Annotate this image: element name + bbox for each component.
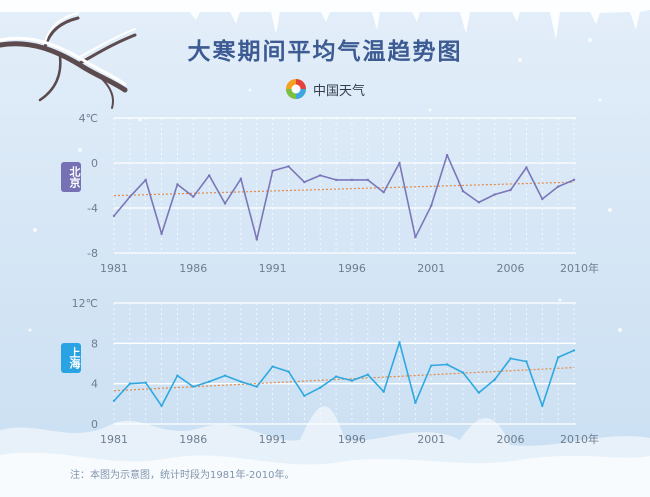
x-tick-label: 1986 [179, 433, 207, 446]
y-tick-label: 4 [91, 378, 98, 391]
data-point-beijing [414, 236, 417, 239]
data-point-beijing [128, 195, 132, 198]
logo-text: 中国天气 [312, 83, 365, 99]
data-point-beijing [572, 178, 576, 182]
footnote: 注：本图为示意图，统计时段为1981年-2010年。 [70, 470, 295, 481]
trend-line-shanghai [113, 366, 575, 392]
data-point-beijing [144, 178, 147, 182]
data-point-shanghai [525, 360, 528, 363]
data-point-shanghai [572, 349, 576, 352]
data-point-shanghai [509, 357, 512, 360]
data-point-shanghai [556, 356, 560, 359]
city-label-beijing: 北京 [61, 162, 81, 192]
x-tick-label: 2001 [417, 433, 445, 446]
x-tick-label: 2010年 [560, 261, 599, 275]
page-title: 大寒期间平均气温趋势图 [187, 39, 463, 65]
y-tick-label: -4 [87, 202, 98, 215]
data-point-shanghai [334, 375, 338, 378]
data-point-shanghai [541, 404, 544, 408]
y-tick-label: 0 [91, 157, 98, 170]
data-point-shanghai [144, 381, 147, 384]
data-point-shanghai [287, 370, 290, 373]
data-point-beijing [541, 197, 544, 201]
data-point-beijing [112, 214, 116, 218]
data-point-shanghai [192, 385, 195, 388]
data-point-beijing [207, 174, 211, 177]
data-point-shanghai [493, 378, 496, 381]
x-tick-label: 1996 [338, 433, 366, 446]
data-point-shanghai [477, 391, 481, 394]
data-point-shanghai [366, 373, 369, 376]
data-point-beijing [223, 202, 227, 205]
data-point-shanghai [223, 374, 227, 377]
x-tick-label: 2006 [497, 262, 525, 275]
data-point-beijing [160, 232, 163, 236]
data-point-shanghai [128, 382, 132, 385]
y-tick-label: 0 [91, 418, 98, 431]
data-point-shanghai [350, 379, 354, 382]
series-line-beijing [113, 154, 575, 241]
y-tick-label: -8 [87, 247, 98, 260]
data-point-beijing [445, 153, 449, 157]
brand-logo: 中国天气 [0, 78, 650, 104]
tree-branch-decoration [0, 12, 137, 109]
x-tick-label: 1986 [179, 262, 207, 275]
trend-line-beijing [113, 181, 575, 197]
data-point-shanghai [430, 364, 433, 367]
data-point-beijing [430, 204, 433, 207]
x-tick-label: 1996 [338, 262, 366, 275]
series-line-shanghai [113, 341, 575, 407]
x-tick-label: 1981 [100, 262, 128, 275]
data-point-beijing [334, 178, 338, 182]
data-point-beijing [176, 183, 179, 186]
data-point-shanghai [239, 380, 243, 383]
data-point-beijing [525, 166, 528, 169]
data-point-shanghai [398, 341, 401, 344]
x-tick-label: 1991 [259, 433, 287, 446]
x-tick-label: 2001 [417, 262, 445, 275]
data-point-beijing [303, 180, 306, 184]
data-point-beijing [239, 177, 243, 180]
data-point-beijing [461, 189, 465, 193]
y-tick-label: 8 [91, 337, 98, 350]
data-point-beijing [556, 185, 560, 188]
data-point-shanghai [271, 365, 274, 368]
weather-logo-icon [285, 79, 306, 99]
data-point-beijing [398, 161, 401, 165]
data-point-shanghai [112, 399, 116, 403]
data-point-beijing [382, 191, 385, 194]
data-point-shanghai [461, 371, 465, 374]
y-tick-label: 12℃ [72, 297, 98, 310]
data-point-beijing [192, 195, 195, 198]
data-point-shanghai [255, 385, 258, 388]
data-point-shanghai [445, 363, 449, 366]
data-point-shanghai [382, 390, 385, 393]
x-tick-label: 1991 [259, 262, 287, 275]
data-point-beijing [319, 174, 322, 177]
data-point-beijing [287, 165, 290, 168]
data-point-shanghai [207, 380, 211, 383]
data-point-beijing [271, 169, 274, 173]
data-point-shanghai [303, 394, 306, 397]
x-tick-label: 2006 [497, 433, 525, 446]
data-point-shanghai [319, 386, 322, 389]
data-point-beijing [366, 178, 369, 182]
city-label-shanghai: 上海 [61, 343, 81, 373]
data-point-shanghai [414, 401, 417, 405]
y-tick-label: 4℃ [79, 112, 98, 125]
x-tick-label: 1981 [100, 433, 128, 446]
data-point-shanghai [176, 374, 179, 377]
data-point-beijing [350, 178, 354, 182]
data-point-beijing [493, 193, 496, 196]
data-point-beijing [255, 238, 258, 241]
data-point-beijing [509, 188, 512, 192]
data-point-beijing [477, 201, 481, 204]
x-tick-label: 2010年 [560, 432, 599, 446]
data-point-shanghai [160, 404, 163, 408]
